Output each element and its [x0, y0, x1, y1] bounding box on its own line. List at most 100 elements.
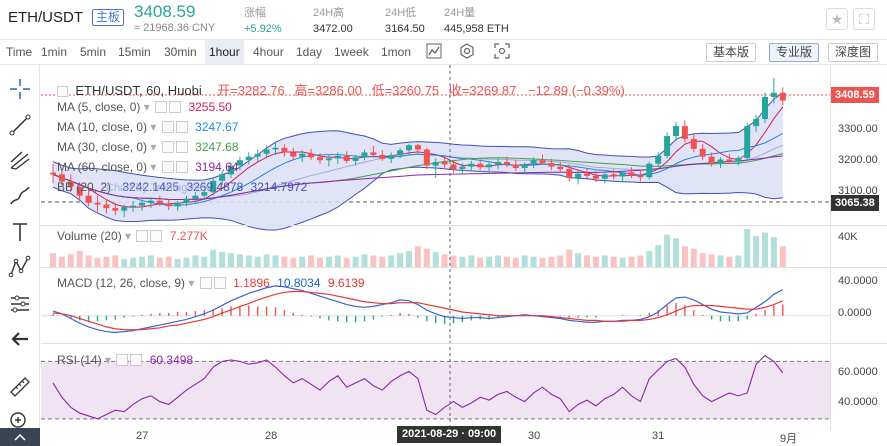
volume-bar: [370, 255, 377, 267]
candle-body: [637, 175, 644, 178]
interval-15min[interactable]: 15min: [118, 45, 151, 59]
settings-icon[interactable]: [136, 230, 149, 242]
stat-value: 3472.00: [313, 23, 353, 35]
measure-icon[interactable]: [8, 291, 32, 315]
stat-24h-volume: 24H量 445,958 ETH: [444, 4, 509, 35]
pane-divider[interactable]: [41, 343, 887, 344]
interval-time[interactable]: Time: [6, 45, 33, 59]
rsi-axis-tick: 40.0000: [838, 396, 878, 408]
bb-legend[interactable]: BB (20, 2) 3242.1425 3269.4878 3214.7972: [57, 180, 307, 194]
volume-bar: [762, 232, 768, 267]
price-axis-tick: 3300.00: [838, 123, 878, 135]
interval-1min[interactable]: 1min: [41, 45, 68, 59]
volume-bar: [210, 249, 217, 267]
close-icon[interactable]: [175, 141, 188, 153]
pattern-icon[interactable]: [8, 255, 32, 279]
back-arrow-icon[interactable]: [8, 327, 32, 351]
view-pro-button[interactable]: 专业版: [769, 43, 820, 62]
interval-4hour[interactable]: 4hour: [253, 45, 284, 59]
settings-icon[interactable]: [199, 277, 212, 289]
settings-icon[interactable]: [161, 121, 174, 133]
close-icon[interactable]: [130, 354, 143, 366]
rsi-line: [52, 354, 784, 420]
volume-legend[interactable]: Volume (20) ▾ 7.277K: [57, 229, 208, 243]
indicator-icon[interactable]: [424, 43, 444, 61]
interval-1hour[interactable]: 1hour: [205, 40, 244, 64]
pane-divider[interactable]: [41, 267, 887, 268]
volume-bar: [673, 238, 679, 267]
rsi-legend[interactable]: RSI (14) ▾ 60.3498: [57, 353, 194, 367]
candle-body: [414, 145, 421, 150]
brush-icon[interactable]: [8, 184, 32, 208]
candle-body: [735, 158, 742, 162]
macd-legend[interactable]: MACD (12, 26, close, 9) ▾ 1.1896 10.8034…: [57, 276, 365, 290]
ma5-legend[interactable]: MA (5, close, 0) ▾ 3255.50: [57, 100, 232, 114]
candle-body: [726, 159, 733, 162]
view-basic-button[interactable]: 基本版: [706, 43, 757, 62]
interval-1week[interactable]: 1week: [334, 45, 369, 59]
series-title: ETH/USDT, 60, Huobi: [75, 83, 202, 98]
settings-icon[interactable]: [155, 101, 168, 113]
star-icon[interactable]: ★: [826, 8, 848, 30]
ma10-legend[interactable]: MA (10, close, 0) ▾ 3247.67: [57, 120, 239, 134]
close-icon[interactable]: [169, 101, 182, 113]
volume-bar: [76, 250, 83, 267]
collapse-legend-icon[interactable]: [57, 86, 68, 97]
interval-30min[interactable]: 30min: [164, 45, 197, 59]
screenshot-icon[interactable]: [492, 43, 512, 61]
close-icon[interactable]: [175, 121, 188, 133]
settings-icon[interactable]: [457, 43, 477, 61]
settings-icon[interactable]: [161, 141, 174, 153]
ma30-legend[interactable]: MA (30, close, 0) ▾ 3247.68: [57, 140, 239, 154]
settings-icon[interactable]: [161, 161, 174, 173]
candle-body: [174, 202, 181, 207]
price-chart[interactable]: [41, 65, 887, 446]
candle-body: [112, 208, 119, 211]
candle-body: [762, 97, 768, 120]
ma60-legend[interactable]: MA (60, close, 0) ▾ 3194.64: [57, 160, 239, 174]
settings-icon[interactable]: [116, 354, 129, 366]
bb-basis-value: 3242.1425: [122, 180, 180, 194]
close-icon[interactable]: [150, 230, 163, 242]
crosshair-icon[interactable]: [8, 77, 32, 101]
view-depth-button[interactable]: 深度图: [828, 43, 879, 62]
candle-body: [646, 163, 653, 178]
candle-body: [361, 152, 368, 158]
interval-1mon[interactable]: 1mon: [381, 45, 412, 59]
volume-bar: [103, 256, 110, 267]
stat-label: 24H高: [313, 7, 345, 19]
interval-1day[interactable]: 1day: [296, 45, 323, 59]
candle-body: [388, 155, 395, 159]
volume-bar: [450, 255, 457, 267]
interval-5min[interactable]: 5min: [80, 45, 107, 59]
candle-body: [557, 166, 564, 170]
text-icon[interactable]: [8, 220, 32, 244]
volume-bar: [744, 229, 751, 267]
volume-bar: [619, 257, 626, 267]
pair-name[interactable]: ETH/USDT: [8, 9, 83, 26]
pitchfork-icon[interactable]: [8, 148, 32, 172]
zoom-in-icon[interactable]: [8, 410, 32, 434]
candle-body: [228, 165, 234, 175]
high-value: 3286.00: [314, 83, 362, 98]
volume-bar: [521, 255, 528, 267]
trendline-icon[interactable]: [8, 113, 32, 137]
stat-24h-high: 24H高 3472.00: [313, 4, 353, 35]
candle-body: [610, 174, 617, 177]
candle-body: [130, 205, 137, 208]
candle-body: [147, 200, 154, 203]
collapse-toolbar-button[interactable]: [0, 428, 40, 446]
volume-bar: [379, 256, 386, 267]
ruler-icon[interactable]: [8, 375, 32, 399]
volume-bar: [601, 255, 608, 267]
close-icon[interactable]: [175, 161, 188, 173]
volume-bar: [317, 257, 323, 267]
candle-body: [317, 157, 323, 161]
indicator-value: 3194.64: [195, 160, 239, 174]
fullscreen-icon[interactable]: ⛶: [853, 8, 875, 30]
volume-bar: [343, 257, 350, 267]
volume-bar: [655, 245, 662, 267]
close-icon[interactable]: [213, 277, 226, 289]
candle-body: [619, 172, 626, 177]
pane-divider[interactable]: [41, 225, 887, 226]
